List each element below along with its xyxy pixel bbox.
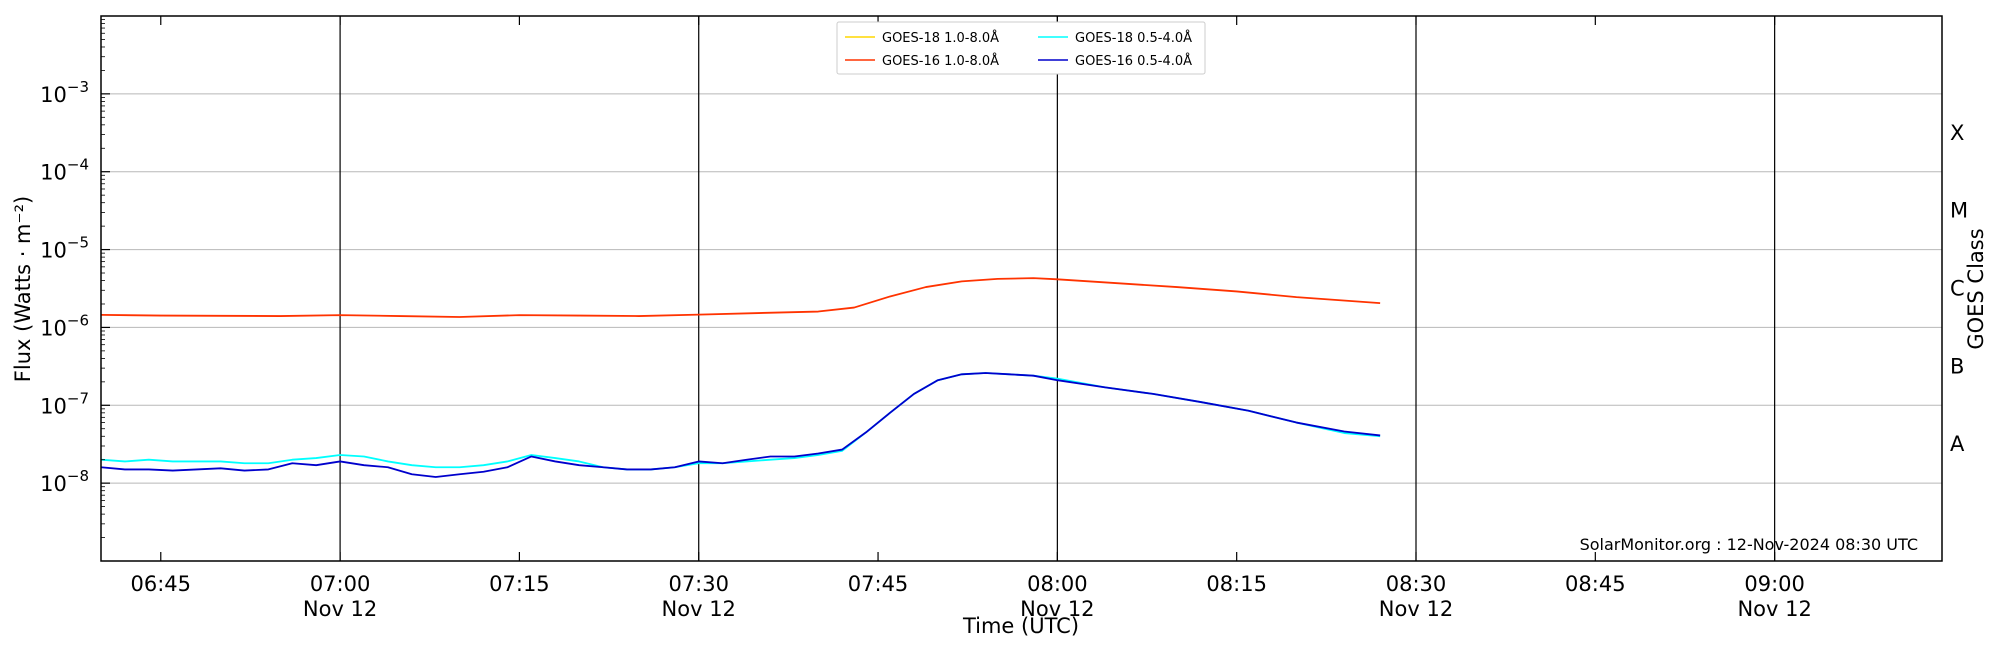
series-layer <box>100 277 1381 478</box>
x-tick-label: 07:15 <box>489 572 550 596</box>
plot-frame <box>100 15 1943 562</box>
legend-entry-label: GOES-16 1.0-8.0Å <box>882 53 999 69</box>
x-tick-date-label: Nov 12 <box>662 597 736 621</box>
x-tick-label: 07:30 <box>668 572 729 596</box>
legend-box <box>836 21 1206 75</box>
x-tick-label: 08:45 <box>1565 572 1626 596</box>
x-tick-label: 07:45 <box>848 572 909 596</box>
y-tick-label: 10−5 <box>40 234 89 263</box>
series-line <box>100 372 1381 478</box>
right-y-axis-label: GOES Class <box>1964 228 1988 349</box>
credit-text: SolarMonitor.org : 12-Nov-2024 08:30 UTC <box>1580 535 1918 554</box>
series-line <box>100 372 1381 471</box>
x-axis-label: Time (UTC) <box>962 614 1079 638</box>
goes-class-labels: A B C M X <box>1950 121 1968 456</box>
vertical-day-lines <box>339 16 1776 561</box>
series-line <box>100 277 1381 318</box>
x-tick-date-label: Nov 12 <box>1379 597 1453 621</box>
x-tick-label: 07:00 <box>310 572 371 596</box>
x-tick-label: 09:00 <box>1744 572 1805 596</box>
y-tick-label: 10−4 <box>40 156 89 185</box>
x-tick-date-label: Nov 12 <box>1020 597 1094 621</box>
y-axis-label: Flux (Watts · m⁻²) <box>11 196 35 382</box>
x-tick-label: 06:45 <box>131 572 192 596</box>
legend: GOES-18 1.0-8.0Å GOES-18 0.5-4.0Å GOES-16 … <box>836 21 1206 75</box>
legend-entry-label: GOES-18 1.0-8.0Å <box>882 30 999 46</box>
goes-class-label: M <box>1950 199 1968 223</box>
x-tick-date-label: Nov 12 <box>1737 597 1811 621</box>
legend-entry-label: GOES-18 0.5-4.0Å <box>1075 30 1192 46</box>
goes-class-label: X <box>1950 121 1964 145</box>
y-axis-ticks: 10−8 10−7 10−6 10−5 10−4 10−3 <box>40 19 110 538</box>
y-tick-label: 10−6 <box>40 311 89 340</box>
goes-class-label: A <box>1950 432 1965 456</box>
x-tick-date-label: Nov 12 <box>303 597 377 621</box>
x-tick-label: 08:00 <box>1027 572 1088 596</box>
x-tick-label: 08:15 <box>1206 572 1267 596</box>
y-tick-label: 10−7 <box>40 389 89 418</box>
goes-class-label: C <box>1950 277 1965 301</box>
legend-entry-label: GOES-16 0.5-4.0Å <box>1075 53 1192 69</box>
y-tick-label: 10−3 <box>40 78 89 107</box>
y-tick-label: 10−8 <box>40 467 89 496</box>
x-tick-label: 08:30 <box>1386 572 1447 596</box>
goes-class-label: B <box>1950 354 1964 378</box>
grid-layer <box>101 93 1942 484</box>
